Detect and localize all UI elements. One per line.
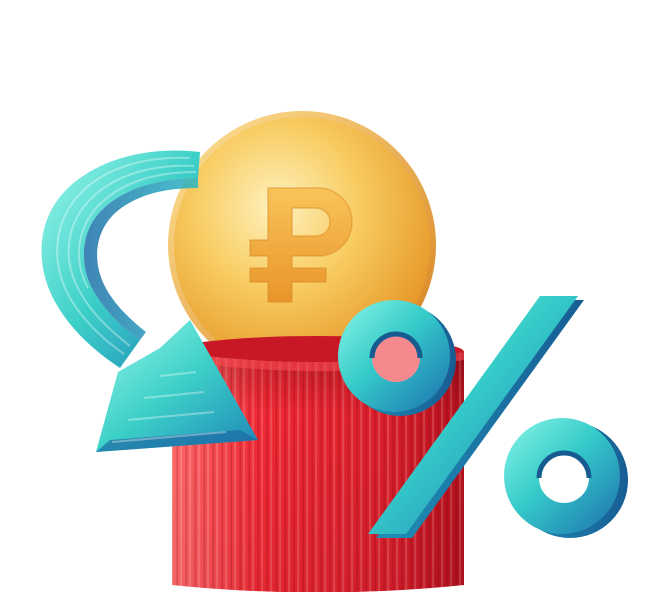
curved-arrow-icon [41, 150, 258, 452]
ruble-sign-icon [249, 187, 353, 303]
percent-bottom-ring [504, 418, 628, 538]
percent-sign-icon [338, 296, 628, 538]
percent-top-ring [338, 300, 456, 416]
